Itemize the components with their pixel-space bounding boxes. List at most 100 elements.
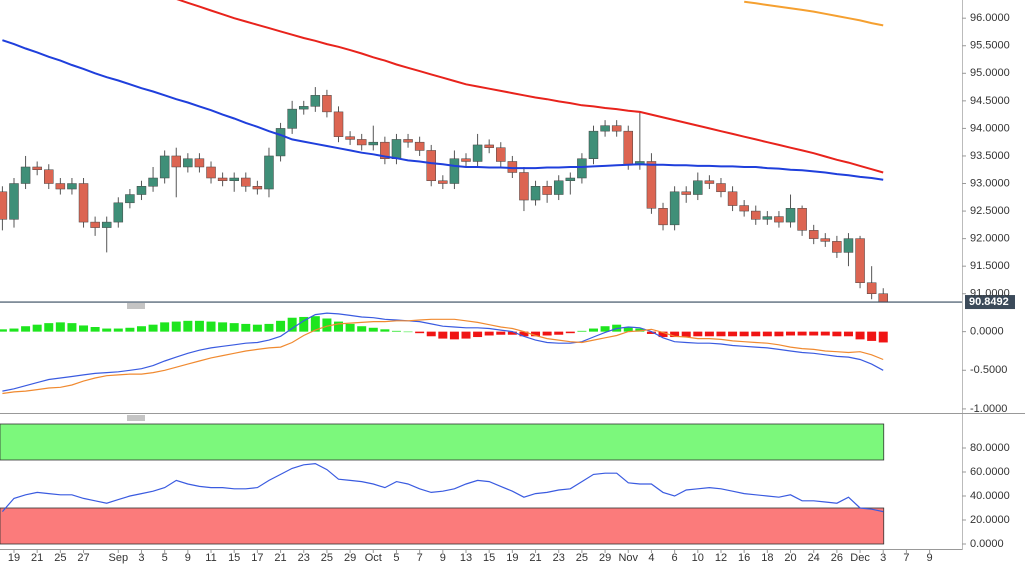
x-tick-label: 15 — [228, 552, 240, 564]
candle-body — [496, 147, 506, 162]
macd-histogram-bar — [658, 331, 668, 338]
candle-body — [774, 216, 784, 223]
macd-histogram-bar — [531, 331, 541, 337]
x-tick-label: 19 — [506, 552, 518, 564]
macd-histogram-bar — [160, 322, 170, 332]
macd-histogram-bar — [867, 331, 877, 341]
x-tick-label: 25 — [576, 552, 588, 564]
candle-body — [368, 141, 379, 146]
candle-body — [530, 186, 541, 201]
x-tick-label: 9 — [185, 552, 191, 564]
candle-body — [681, 191, 691, 195]
candle-body — [356, 139, 367, 146]
x-tick-label: 10 — [692, 552, 704, 564]
candle-body — [472, 144, 483, 162]
x-tick-label: 23 — [298, 552, 310, 564]
y-tick-label: 60.0000 — [970, 466, 1010, 478]
macd-histogram-bar — [241, 323, 251, 332]
last-price-badge — [965, 295, 1015, 310]
macd-histogram-bar — [79, 325, 89, 332]
candle-body — [333, 111, 344, 137]
x-tick-label: 25 — [54, 552, 66, 564]
candle-body — [310, 95, 321, 107]
macd-histogram-bar — [728, 331, 738, 337]
line-series — [2, 318, 884, 395]
macd-histogram-bar — [542, 331, 552, 336]
candle-body — [67, 183, 77, 190]
y-tick-label: 0.0000 — [970, 538, 1004, 550]
candle-body — [322, 95, 332, 113]
macd-histogram-bar — [276, 320, 286, 332]
panel — [0, 0, 888, 302]
candle-body — [808, 230, 819, 239]
candle-body — [206, 166, 216, 179]
candle-body — [785, 208, 796, 223]
macd-histogram-bar — [484, 331, 494, 336]
macd-histogram-bar — [832, 331, 842, 337]
line-series — [1, 462, 884, 513]
candle-body — [716, 183, 726, 193]
candle-body — [449, 158, 460, 184]
rsi-band — [0, 507, 885, 545]
y-tick-label: -1.0000 — [970, 403, 1007, 415]
macd-histogram-bar — [762, 331, 772, 337]
macd-histogram-bar — [67, 323, 77, 332]
macd-histogram-bar — [461, 331, 471, 339]
y-tick-label: 80.0000 — [970, 442, 1010, 454]
y-tick-label: 92.0000 — [970, 233, 1010, 245]
candle-body — [101, 221, 112, 228]
panel — [0, 312, 888, 395]
candle-body — [264, 155, 274, 190]
macd-histogram-bar — [206, 321, 216, 332]
candle-body — [426, 150, 436, 182]
candle-body — [751, 210, 761, 220]
macd-histogram-bar — [334, 321, 344, 332]
candle-body — [739, 205, 749, 212]
y-tick-label: 0.0000 — [970, 326, 1004, 338]
macd-histogram-bar — [299, 316, 309, 332]
x-tick-label: 21 — [529, 552, 541, 564]
macd-histogram-bar — [565, 331, 575, 334]
x-tick-label: 20 — [784, 552, 796, 564]
y-tick-label: 93.5000 — [970, 150, 1010, 162]
macd-histogram-bar — [681, 331, 691, 338]
macd-histogram-bar — [345, 323, 355, 332]
macd-histogram-bar — [21, 326, 31, 332]
x-tick-label: 19 — [8, 552, 20, 564]
y-tick-label: 91.5000 — [970, 260, 1010, 272]
macd-histogram-bar — [32, 324, 42, 332]
candle-body — [9, 183, 19, 220]
x-tick-label: 9 — [440, 552, 446, 564]
macd-histogram-bar — [102, 328, 112, 332]
candle-body — [588, 130, 599, 159]
candle-body — [403, 139, 413, 143]
candle-body — [519, 172, 529, 201]
rsi-band — [0, 423, 885, 461]
y-tick-label: 94.5000 — [970, 95, 1010, 107]
macd-histogram-bar — [496, 331, 506, 335]
macd-histogram-bar — [218, 322, 228, 332]
macd-histogram-bar — [473, 331, 483, 338]
macd-histogram-bar — [252, 324, 262, 332]
x-tick-label: Oct — [365, 552, 382, 564]
candle-body — [136, 186, 147, 195]
macd-histogram-bar — [380, 329, 390, 332]
candle-body — [762, 216, 773, 220]
candle-body — [125, 194, 135, 204]
panel-handle[interactable] — [127, 303, 145, 309]
macd-histogram-bar — [44, 323, 54, 332]
macd-histogram-bar — [670, 331, 680, 338]
macd-histogram-bar — [554, 331, 564, 335]
x-tick-label: 27 — [77, 552, 89, 564]
x-tick-label: Nov — [618, 552, 638, 564]
macd-histogram-bar — [693, 331, 703, 337]
x-tick-label: 5 — [393, 552, 399, 564]
candle-body — [484, 144, 494, 148]
panel-handle[interactable] — [127, 415, 145, 421]
y-tick-label: 40.0000 — [970, 490, 1010, 502]
candle-body — [78, 183, 89, 223]
macd-histogram-bar — [797, 331, 807, 336]
